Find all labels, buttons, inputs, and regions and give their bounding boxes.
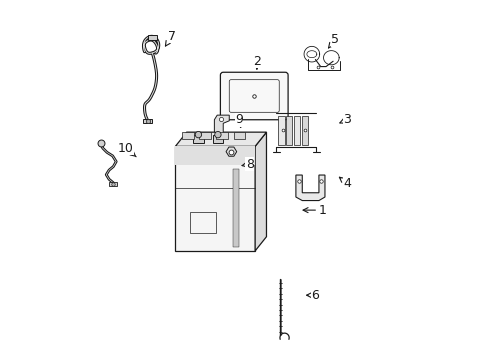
Polygon shape — [175, 132, 266, 146]
Text: 5: 5 — [328, 33, 338, 48]
Polygon shape — [225, 147, 236, 156]
Polygon shape — [293, 116, 300, 145]
Circle shape — [195, 131, 201, 138]
Polygon shape — [199, 132, 210, 139]
Text: 1: 1 — [303, 204, 326, 217]
Text: 3: 3 — [339, 113, 350, 126]
Polygon shape — [233, 132, 244, 139]
Text: 6: 6 — [306, 289, 319, 302]
Polygon shape — [175, 146, 255, 251]
Text: 2: 2 — [252, 55, 260, 69]
Polygon shape — [193, 135, 203, 144]
Text: 10: 10 — [118, 141, 136, 157]
Polygon shape — [295, 175, 325, 201]
Polygon shape — [148, 35, 156, 40]
Polygon shape — [109, 182, 117, 186]
Polygon shape — [285, 116, 292, 145]
Polygon shape — [214, 115, 229, 136]
Polygon shape — [182, 132, 193, 139]
Circle shape — [214, 131, 221, 138]
FancyBboxPatch shape — [220, 72, 287, 120]
Text: 8: 8 — [242, 158, 253, 171]
Polygon shape — [278, 116, 284, 145]
Polygon shape — [216, 132, 227, 139]
Text: 7: 7 — [165, 30, 176, 46]
Polygon shape — [255, 132, 266, 251]
Polygon shape — [143, 119, 151, 123]
Polygon shape — [232, 169, 239, 247]
Polygon shape — [175, 146, 255, 165]
Polygon shape — [301, 116, 307, 145]
Text: 4: 4 — [339, 177, 350, 190]
Polygon shape — [212, 135, 223, 144]
Text: 9: 9 — [235, 113, 243, 127]
